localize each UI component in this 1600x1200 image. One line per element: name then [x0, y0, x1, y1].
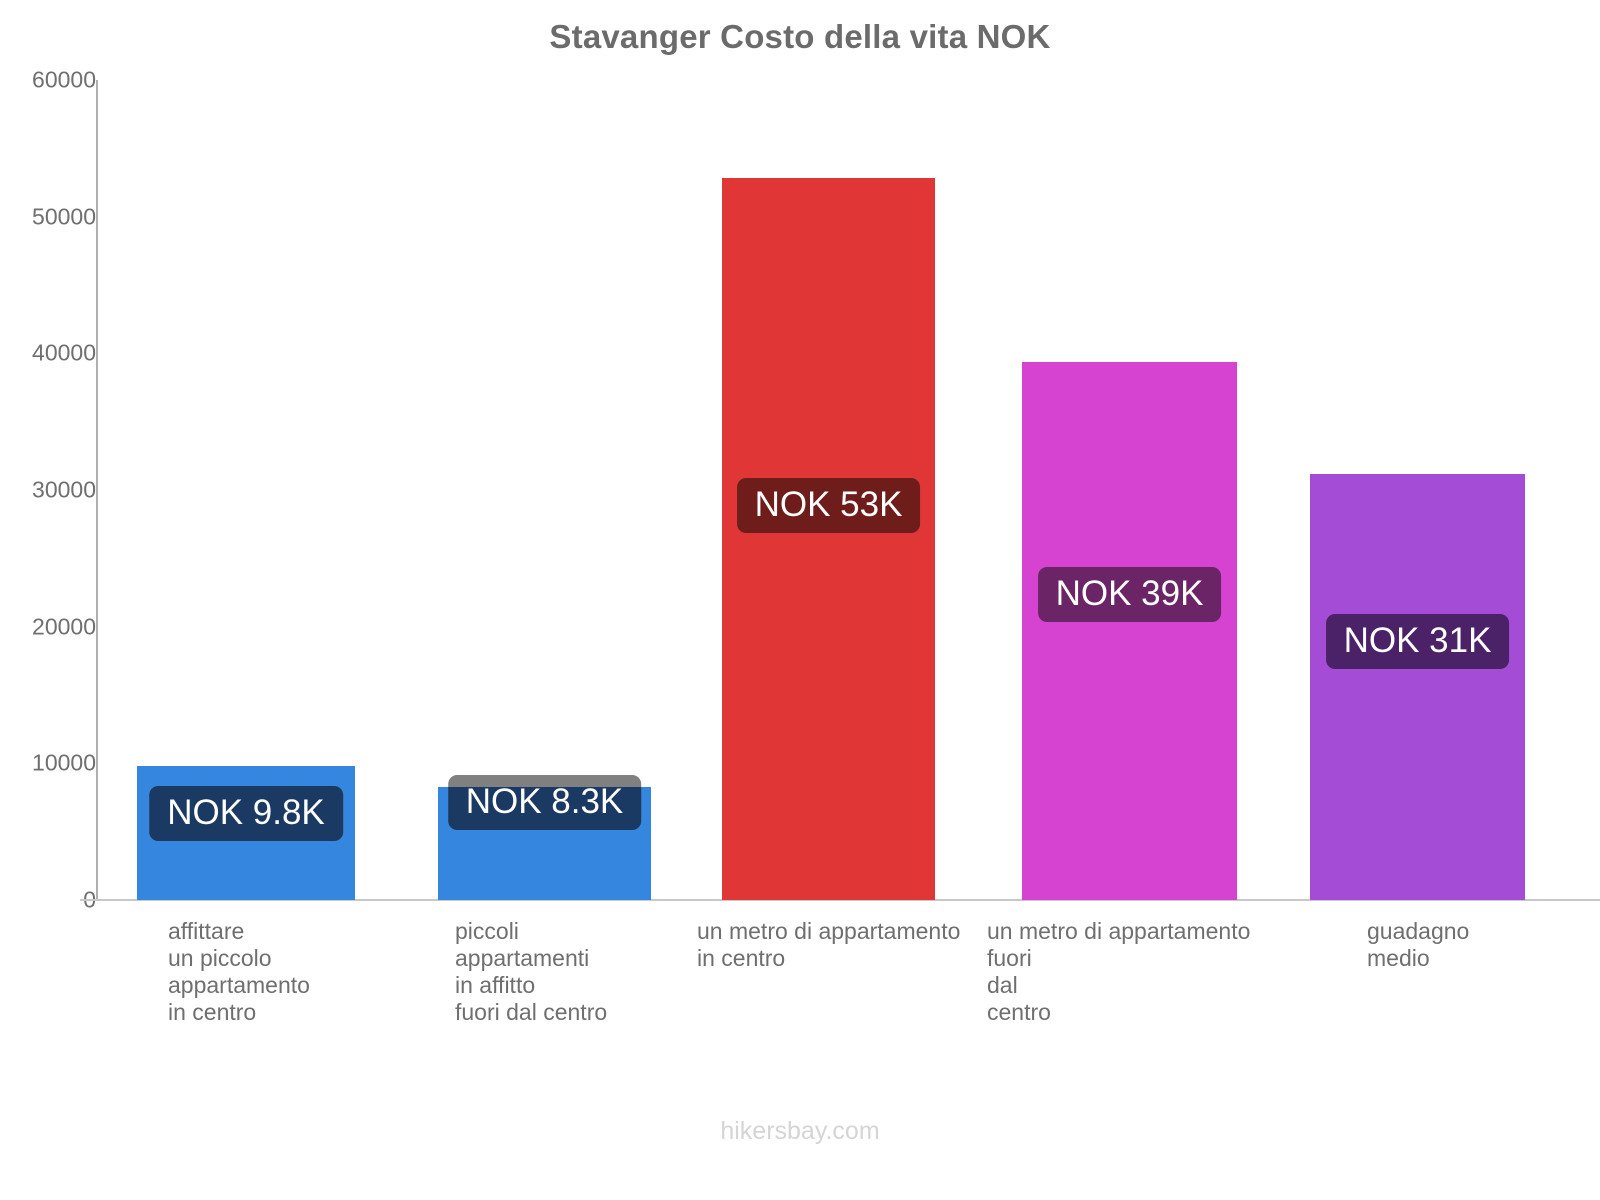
bar-rect [1022, 361, 1237, 900]
bar-badge-clip: NOK 53K [722, 178, 935, 900]
x-axis-category-label: un metro di appartamento fuori dal centr… [987, 918, 1251, 1025]
bar-value-label: NOK 31K [1325, 613, 1510, 669]
x-axis-category-labels: affittare un piccolo appartamento in cen… [0, 918, 1600, 1048]
y-axis-tick-label: 50000 [32, 203, 96, 230]
y-axis-tick-label: 20000 [32, 613, 96, 640]
bar-badge-clip: NOK 9.8K [137, 766, 355, 900]
y-axis-tick-group: 0 10000 20000 30000 40000 50000 60000 [0, 0, 96, 1200]
y-axis-line [96, 80, 98, 900]
bar[interactable] [1310, 473, 1525, 900]
y-axis-tick-label: 30000 [32, 476, 96, 503]
bar-value-label: NOK 8.3K [447, 786, 642, 830]
bar-rect [722, 178, 935, 900]
footer-watermark: hikersbay.com [720, 1117, 880, 1145]
x-axis-line [80, 899, 1600, 901]
bar-value-label: NOK 53K [736, 478, 921, 534]
bar-badge-clip: NOK 31K [1310, 474, 1525, 900]
bar-rect [1310, 473, 1525, 900]
bar-value-label: NOK 39K [1037, 566, 1222, 622]
bar[interactable] [722, 178, 935, 900]
x-axis-category-label: un metro di appartamento in centro [697, 918, 961, 971]
bar-badge-clip: NOK 39K [1022, 362, 1237, 900]
bar-badge-clip: NOK 8.3K [438, 786, 651, 900]
bar-value-label: NOK 9.8K [149, 786, 343, 842]
chart-title: Stavanger Costo della vita NOK [549, 18, 1051, 55]
x-axis-category-label: guadagno medio [1367, 918, 1470, 971]
x-axis-category-label: piccoli appartamenti in affitto fuori da… [455, 918, 608, 1025]
y-axis-tick-label: 40000 [32, 339, 96, 366]
y-axis-tick-label: 10000 [32, 749, 96, 776]
x-axis-category-label: affittare un piccolo appartamento in cen… [168, 918, 310, 1025]
y-axis-tick-label: 60000 [32, 66, 96, 93]
bar[interactable] [1022, 361, 1237, 900]
